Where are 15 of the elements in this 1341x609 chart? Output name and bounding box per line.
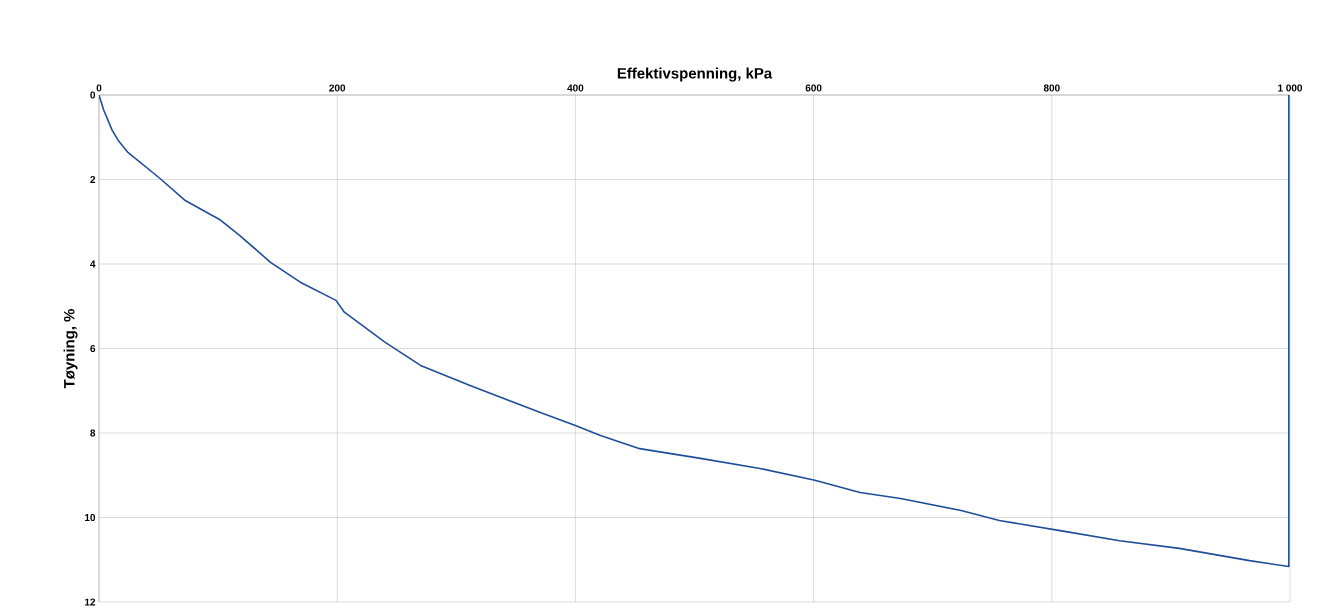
y-tick-label: 12 <box>85 598 96 606</box>
x-tick-label: 600 <box>805 84 822 92</box>
y-tick-label: 0 <box>90 91 96 99</box>
x-tick-label: 0 <box>96 84 102 92</box>
y-tick-label: 6 <box>90 345 96 353</box>
y-tick-label: 2 <box>90 176 96 184</box>
y-tick-label: 10 <box>85 514 96 522</box>
y-tick-label: 8 <box>90 429 96 437</box>
x-tick-label: 200 <box>329 84 346 92</box>
x-tick-label: 400 <box>567 84 584 92</box>
x-tick-label: 800 <box>1043 84 1060 92</box>
y-tick-label: 4 <box>90 260 96 268</box>
x-axis-title: Effektivspenning, kPa <box>617 67 773 82</box>
x-tick-label: 1 000 <box>1278 84 1303 92</box>
y-axis-title: Tøyning, % <box>63 309 78 389</box>
